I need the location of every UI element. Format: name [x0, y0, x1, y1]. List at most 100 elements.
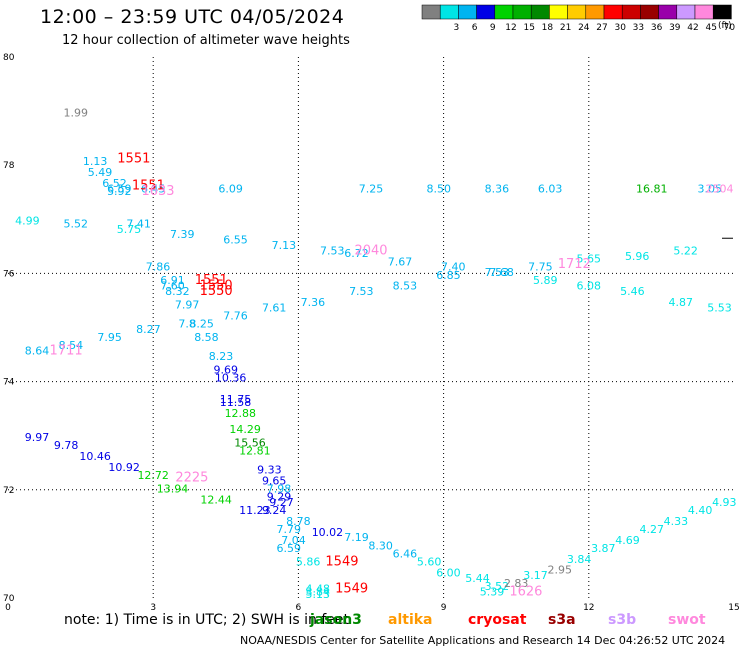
- wave-height-point: 15.56: [234, 437, 266, 450]
- wave-height-point: 6.08: [577, 280, 602, 293]
- wave-height-point: 8.54: [59, 339, 84, 352]
- wave-height-point: 5.13: [306, 588, 331, 601]
- wave-height-point: 8.23: [209, 350, 234, 363]
- wave-height-point: 6.46: [393, 547, 418, 560]
- wave-height-point: 5.39: [480, 585, 505, 598]
- wave-height-point: 7.36: [301, 296, 326, 309]
- colorbar-swatch: [530, 4, 550, 20]
- wave-height-point: 5.44: [465, 572, 490, 585]
- wave-height-point: 10.92: [108, 461, 140, 474]
- legend-swot: swot: [668, 612, 706, 628]
- y-tick-label: 72: [3, 486, 14, 496]
- colorbar-label: 18: [542, 23, 554, 33]
- colorbar-swatch: [439, 4, 459, 20]
- wave-height-point: 7.53: [320, 244, 345, 257]
- wave-height-point: 5.53: [707, 301, 732, 314]
- wave-height-point: 6.52: [102, 177, 127, 190]
- colorbar-label: 6: [472, 23, 478, 33]
- wave-height-point: 3.84: [567, 553, 592, 566]
- wave-height-point: 1.99: [64, 107, 89, 120]
- colorbar-swatch: [658, 4, 678, 20]
- x-tick-label: 15: [728, 603, 739, 613]
- wave-height-point: 12.72: [137, 469, 169, 482]
- wave-height-point: 8.27: [136, 323, 161, 336]
- wave-height-point: 16.81: [636, 182, 668, 195]
- colorbar-unit: (ft): [718, 21, 732, 31]
- wave-height-point: 5.49: [88, 166, 113, 179]
- track-id-label: 2225: [175, 471, 208, 486]
- colorbar-swatch: [421, 4, 441, 20]
- wave-height-point: 7.95: [97, 331, 122, 344]
- track-id-label: 1551: [132, 179, 165, 194]
- track-id-label: 1712: [558, 257, 591, 272]
- x-tick-label: 6: [296, 603, 302, 613]
- wave-height-point: 10.46: [79, 450, 111, 463]
- track-id-label: 1550: [200, 279, 233, 294]
- wave-height-point: 4.27: [639, 523, 664, 536]
- wave-height-point: 12.81: [239, 445, 271, 458]
- wave-height-point: 6.03: [538, 182, 563, 195]
- y-tick-label: 70: [3, 594, 15, 604]
- wave-height-point: 5.75: [117, 223, 142, 236]
- wave-height-point: 6.59: [107, 182, 132, 195]
- wave-height-point: 4.99: [15, 215, 40, 228]
- wave-height-point: 6.09: [218, 182, 243, 195]
- chart-title: 12:00 – 23:59 UTC 04/05/2024: [40, 6, 345, 28]
- wave-height-point: 8.53: [393, 280, 418, 293]
- colorbar-label: 3: [454, 23, 460, 33]
- track-id-label: 1551: [195, 273, 228, 288]
- grid-lines: [8, 57, 734, 598]
- wave-height-point: 3.52: [485, 580, 510, 593]
- wave-height-point: 6.91: [160, 274, 185, 287]
- colorbar-label: 21: [560, 23, 571, 33]
- wave-height-point: 7.68: [489, 266, 514, 279]
- colorbar-label: 12: [505, 23, 516, 33]
- colorbar-swatch: [603, 4, 623, 20]
- wave-height-point: 2.95: [548, 564, 573, 577]
- wave-height-point: 2.83: [504, 577, 529, 590]
- track-id-label: 2040: [354, 243, 387, 258]
- colorbar-label: 70: [724, 23, 736, 33]
- wave-height-point: 3.17: [523, 569, 548, 582]
- wave-height-point: 6.00: [436, 566, 461, 579]
- wave-height-point: 7.86: [146, 261, 171, 274]
- wave-height-point: 7.39: [170, 228, 195, 241]
- colorbar-swatch: [567, 4, 587, 20]
- wave-height-point: 7.8: [178, 318, 196, 331]
- wave-height-point: 4.87: [669, 296, 694, 309]
- wave-height-point: 2504: [705, 182, 733, 195]
- wave-height-point: 8.78: [286, 515, 311, 528]
- wave-height-point: 12.88: [225, 407, 257, 420]
- colorbar-label: 36: [651, 23, 663, 33]
- track-id-label: 1626: [509, 584, 542, 599]
- track-id-label: 1550: [200, 284, 233, 299]
- wave-height-point: 7.25: [359, 182, 384, 195]
- wave-height-point: 7.98: [267, 483, 292, 496]
- wave-height-point: 4.69: [615, 534, 640, 547]
- wave-height-point: 5.96: [625, 250, 650, 263]
- wave-height-point: 5.92: [107, 185, 132, 198]
- legend-altika: altika: [388, 612, 433, 628]
- colorbar-label: 33: [633, 23, 644, 33]
- wave-height-point: 8.36: [485, 182, 510, 195]
- y-tick-label: 78: [3, 161, 15, 171]
- colorbar-swatch: [512, 4, 532, 20]
- wave-height-point: 9.97: [25, 431, 50, 444]
- wave-height-point: 1.13: [83, 155, 108, 168]
- wave-height-point: 5.52: [64, 217, 89, 230]
- wave-height-point: 6.85: [436, 269, 461, 282]
- colorbar-swatch: [549, 4, 568, 20]
- x-tick-label: 0: [5, 603, 11, 613]
- wave-height-point: 10.36: [215, 372, 247, 385]
- wave-height-point: 5.89: [533, 274, 558, 287]
- colorbar-label: 30: [614, 23, 626, 33]
- wave-height-point: 11.58: [220, 396, 252, 409]
- wave-height-point: 5.46: [620, 285, 645, 298]
- wave-height-point: 7.19: [344, 531, 369, 544]
- wave-height-point: 6.59: [276, 542, 301, 555]
- wave-height-point: 7.97: [175, 299, 200, 312]
- footer-credit: NOAA/NESDIS Center for Satellite Applica…: [240, 634, 726, 647]
- colorbar-label: 27: [596, 23, 607, 33]
- track-id-label: 1549: [325, 555, 358, 570]
- wave-height-point: 4.93: [712, 496, 737, 509]
